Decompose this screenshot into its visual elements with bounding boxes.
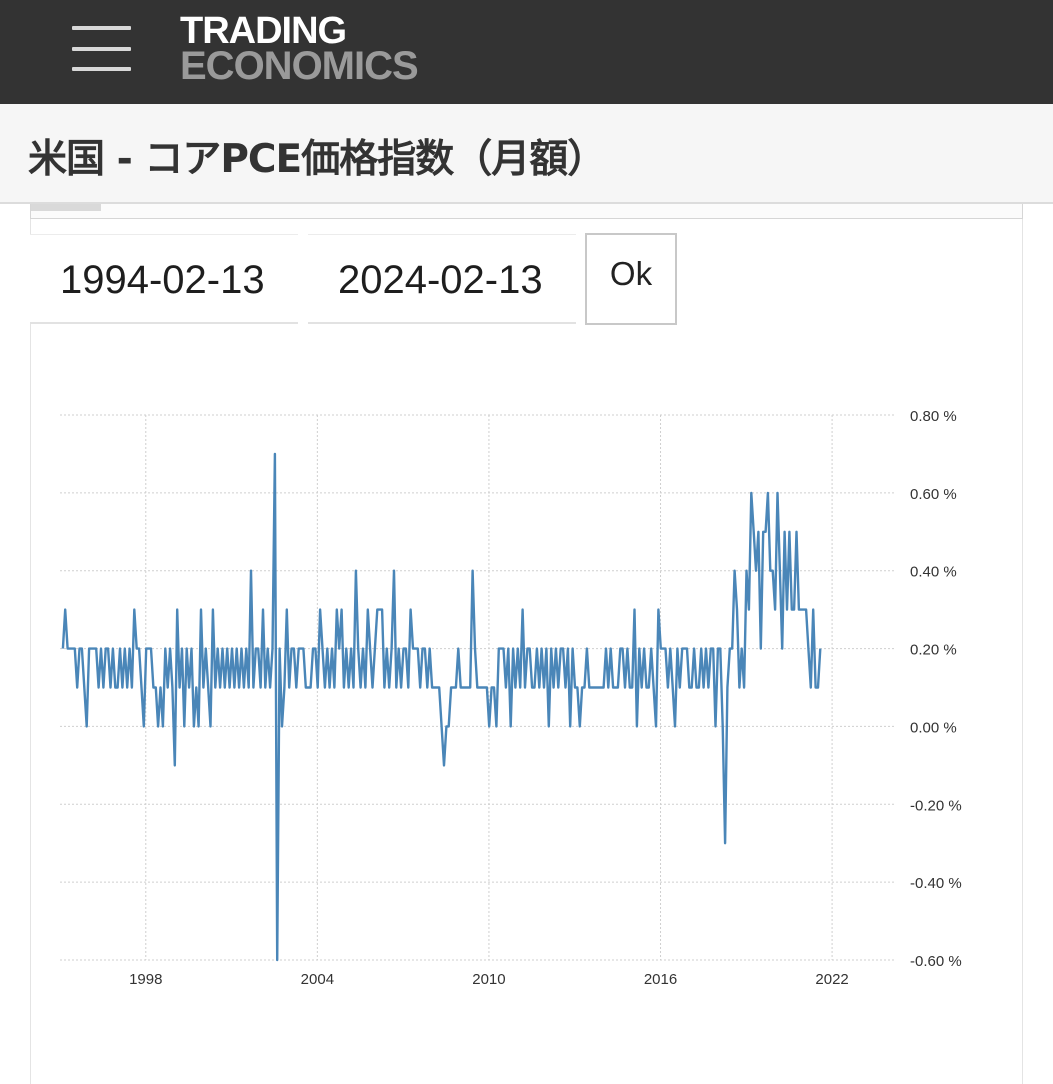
end-date-field[interactable]: 2024-02-13 (308, 234, 576, 324)
trading-economics-logo[interactable]: TRADING ECONOMICS (180, 10, 419, 88)
y-tick-label: 0.00 % (910, 719, 957, 736)
x-tick-label: 1998 (129, 971, 162, 988)
top-navigation-bar: TRADING ECONOMICS (0, 0, 1053, 104)
logo-line-1: TRADING (180, 10, 347, 52)
chart-toolbar-strip (30, 204, 1023, 219)
y-tick-label: -0.20 % (910, 797, 962, 814)
y-tick-label: 0.40 % (910, 564, 957, 581)
y-tick-label: -0.60 % (910, 953, 962, 970)
logo-line-2: ECONOMICS (180, 44, 419, 88)
page-title: 米国 - コアPCE価格指数（月額） (28, 137, 606, 182)
chart-panel (30, 204, 1023, 1084)
x-tick-label: 2016 (644, 971, 677, 988)
x-tick-label: 2004 (301, 971, 334, 988)
ok-button[interactable]: Ok (585, 233, 677, 325)
x-tick-label: 2022 (815, 971, 848, 988)
core-pce-line-chart: 0.80 % 0.60 % 0.40 % 0.20 % 0.00 % -0.20 % -0.… (60, 408, 962, 988)
y-tick-label: 0.60 % (910, 486, 957, 503)
toolbar-tab[interactable] (31, 204, 101, 211)
y-tick-label: 0.80 % (910, 408, 957, 425)
start-date-field[interactable]: 1994-02-13 (30, 234, 298, 324)
hamburger-menu-icon[interactable] (72, 26, 131, 72)
x-tick-label: 2010 (472, 971, 505, 988)
y-tick-label: 0.20 % (910, 642, 957, 659)
page-title-bar: 米国 - コアPCE価格指数（月額） (0, 104, 1053, 204)
y-tick-label: -0.40 % (910, 875, 962, 892)
core-pce-series-line (61, 452, 822, 962)
